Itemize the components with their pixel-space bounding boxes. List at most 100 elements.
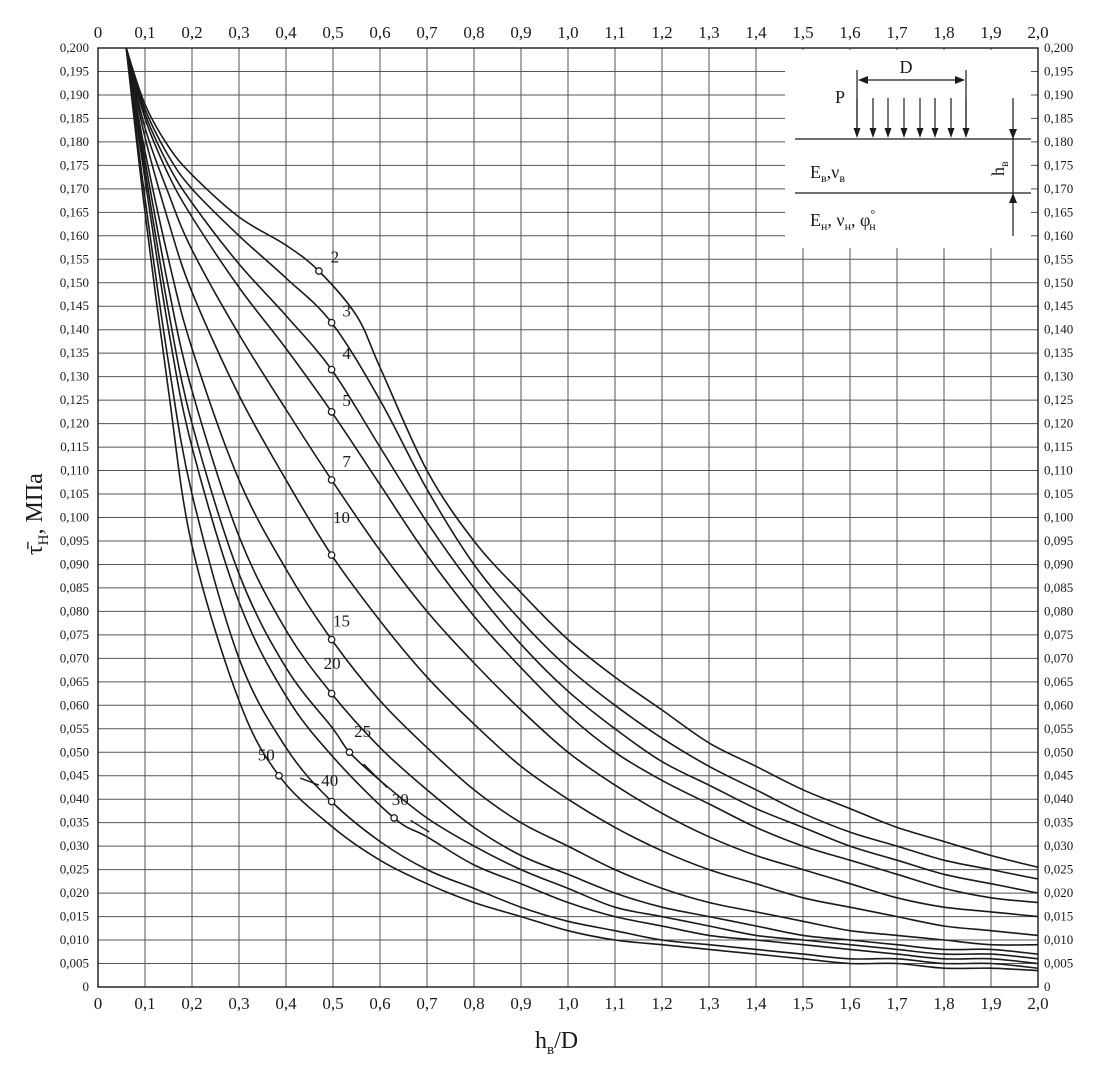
y-tick-label-left: 0,025 — [60, 862, 89, 877]
x-tick-label-top: 0,4 — [275, 23, 297, 42]
y-tick-label-left: 0,160 — [60, 228, 89, 243]
load-arrow-head — [916, 128, 924, 138]
y-tick-label-left: 0,135 — [60, 345, 89, 360]
load-arrow-head — [869, 128, 877, 138]
curve-30 — [125, 47, 1039, 965]
y-tick-label-left: 0,015 — [60, 909, 89, 924]
y-tick-label-right: 0,025 — [1044, 862, 1073, 877]
curve-3-marker — [327, 318, 336, 327]
curve-3-label: 3 — [342, 302, 351, 321]
curve-labels: 2 3 4 5 7 10 15 20 25 30 40 50 — [258, 248, 409, 822]
curve-4-marker — [327, 365, 336, 374]
curve-7-marker — [327, 476, 336, 484]
y-tick-label-right: 0,100 — [1044, 510, 1073, 525]
y-tick-label-left: 0,050 — [60, 744, 89, 759]
y-tick-label-right: 0,085 — [1044, 580, 1073, 595]
curve-4-label: 4 — [342, 344, 351, 363]
x-tick-label-bottom: 0 — [94, 994, 103, 1013]
curve-50-label: 50 — [258, 745, 275, 764]
y-tick-label-left: 0,085 — [60, 580, 89, 595]
curve-30-label: 30 — [392, 790, 409, 809]
x-tick-label-top: 1,1 — [604, 23, 625, 42]
y-tick-label-right: 0 — [1044, 979, 1051, 994]
y-tick-label-left: 0,115 — [60, 439, 89, 454]
x-tick-label-top: 1,8 — [933, 23, 954, 42]
y-tick-label-right: 0,070 — [1044, 650, 1073, 665]
curve-50 — [125, 47, 1039, 972]
y-tick-label-right: 0,175 — [1044, 157, 1073, 172]
curve-2 — [125, 47, 1039, 869]
inset-lower-layer-label: Eн, νн, φ° н — [810, 207, 876, 233]
y-tick-label-right: 0,185 — [1044, 110, 1073, 125]
y-tick-label-right: 0,200 — [1044, 40, 1073, 55]
y-tick-label-left: 0,200 — [60, 40, 89, 55]
y-tick-label-right: 0,015 — [1044, 909, 1073, 924]
curve-50-marker — [275, 771, 283, 780]
y-tick-label-right: 0,005 — [1044, 956, 1073, 971]
y-tick-label-right: 0,145 — [1044, 298, 1073, 313]
y-tick-label-left: 0,125 — [60, 392, 89, 407]
curve-20 — [125, 47, 1039, 955]
inset-d-arrow-left — [858, 76, 868, 84]
curve-40-label: 40 — [321, 771, 338, 790]
x-tick-label-bottom: 0,4 — [275, 994, 297, 1013]
y-tick-label-right: 0,155 — [1044, 251, 1073, 266]
x-tick-label-top: 1,3 — [698, 23, 719, 42]
curve-15-label: 15 — [333, 612, 350, 631]
x-tick-label-top: 1,4 — [745, 23, 767, 42]
y-tick-label-right: 0,165 — [1044, 204, 1073, 219]
x-tick-label-bottom: 1,5 — [792, 994, 813, 1013]
x-tick-label-bottom: 1,3 — [698, 994, 719, 1013]
inset-diagram: D P hв Eв,νв Eн, νн, φ° н — [785, 50, 1031, 248]
y-tick-label-left: 0,195 — [60, 63, 89, 78]
x-tick-label-bottom: 1,8 — [933, 994, 954, 1013]
x-tick-label-top: 1,5 — [792, 23, 813, 42]
y-tick-label-right: 0,125 — [1044, 392, 1073, 407]
y-tick-label-right: 0,105 — [1044, 486, 1073, 501]
load-arrow-head — [900, 128, 908, 138]
y-tick-label-left: 0,080 — [60, 603, 89, 618]
y-tick-label-left: 0,175 — [60, 157, 89, 172]
y-tick-label-left: 0,035 — [60, 815, 89, 830]
curve-10 — [125, 47, 1039, 937]
x-axis-label: hв/D — [535, 1028, 578, 1058]
y-tick-label-right: 0,095 — [1044, 533, 1073, 548]
x-tick-label-top: 0,9 — [510, 23, 531, 42]
x-tick-label-top: 1,6 — [839, 23, 860, 42]
x-tick-label-top: 0,1 — [134, 23, 155, 42]
y-tick-label-left: 0,170 — [60, 181, 89, 196]
y-tick-label-left: 0,045 — [60, 768, 89, 783]
x-tick-label-bottom: 0,9 — [510, 994, 531, 1013]
x-tick-label-top: 2,0 — [1027, 23, 1048, 42]
y-tick-label-left: 0,180 — [60, 134, 89, 149]
load-arrow-head — [853, 128, 861, 138]
y-tick-label-right: 0,130 — [1044, 369, 1073, 384]
tick-labels: 000,10,10,20,20,30,30,40,40,50,50,60,60,… — [60, 23, 1074, 1013]
y-axis-label: τ̄Н, МПа — [22, 473, 52, 555]
y-tick-label-right: 0,035 — [1044, 815, 1073, 830]
x-tick-label-bottom: 0,7 — [416, 994, 438, 1013]
x-tick-label-top: 0,8 — [463, 23, 484, 42]
y-tick-label-left: 0,145 — [60, 298, 89, 313]
inset-diameter-label: D — [900, 57, 913, 77]
x-tick-label-top: 1,9 — [980, 23, 1001, 42]
y-tick-label-right: 0,190 — [1044, 87, 1073, 102]
x-tick-label-top: 0,6 — [369, 23, 390, 42]
curve-25 — [125, 47, 1039, 960]
x-tick-label-top: 0 — [94, 23, 103, 42]
y-tick-label-left: 0,065 — [60, 674, 89, 689]
x-tick-label-bottom: 1,0 — [557, 994, 578, 1013]
x-tick-label-bottom: 0,3 — [228, 994, 249, 1013]
curve-25-label: 25 — [354, 722, 371, 741]
inset-d-arrow-right — [955, 76, 965, 84]
x-tick-label-bottom: 1,1 — [604, 994, 625, 1013]
x-tick-label-bottom: 1,4 — [745, 994, 767, 1013]
curve-2-label: 2 — [331, 248, 340, 267]
y-tick-label-left: 0,100 — [60, 510, 89, 525]
curve-10-marker — [327, 551, 336, 559]
y-tick-label-right: 0,075 — [1044, 627, 1073, 642]
y-tick-label-right: 0,080 — [1044, 603, 1073, 618]
y-tick-label-left: 0,020 — [60, 885, 89, 900]
curve-5-marker — [327, 408, 336, 416]
